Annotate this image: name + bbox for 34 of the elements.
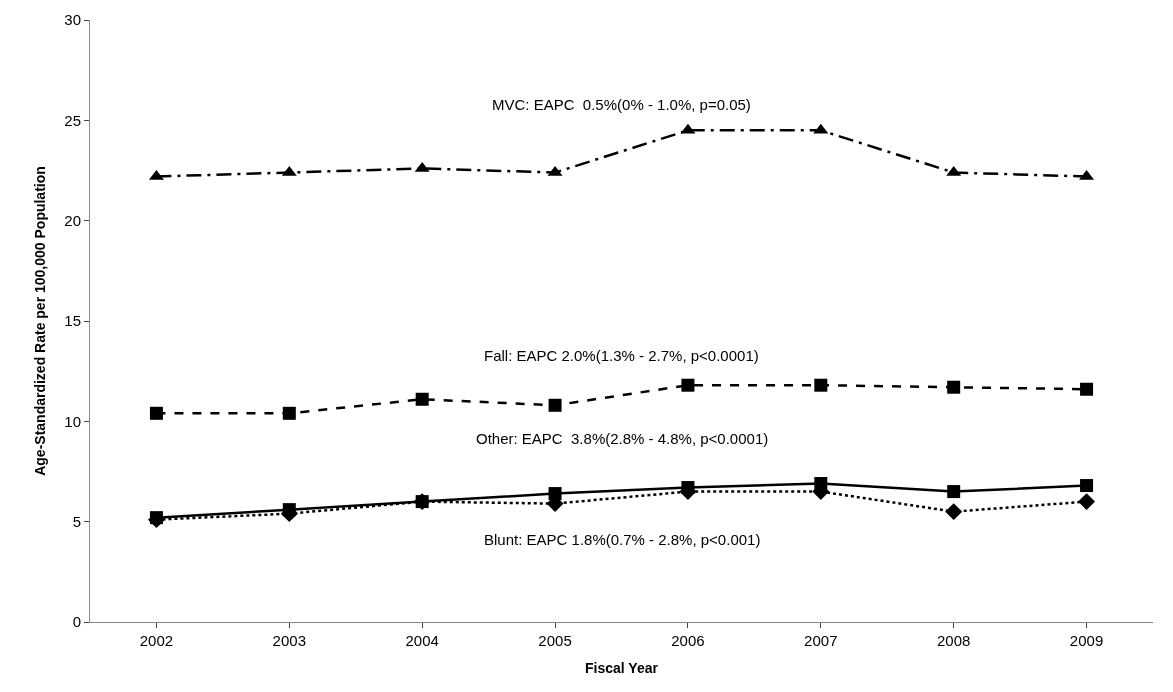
point (681, 378, 695, 392)
annotation: Other: EAPC 3.8%(2.8% - 4.8%, p<0.0001) (476, 430, 769, 447)
point (548, 398, 562, 412)
x-tick-label: 2004 (405, 632, 439, 649)
point (282, 406, 296, 420)
y-tick-label: 15 (64, 312, 81, 330)
point (947, 485, 961, 499)
y-axis-title: Age-Standardized Rate per 100,000 Population (31, 166, 48, 476)
x-tick-label: 2003 (272, 632, 306, 649)
point (1078, 493, 1096, 511)
annotation: Blunt: EAPC 1.8%(0.7% - 2.8%, p<0.001) (484, 531, 761, 548)
point (947, 380, 961, 394)
x-tick-label: 2007 (804, 632, 838, 649)
y-tick-label: 20 (64, 211, 81, 229)
point (415, 392, 429, 406)
annotation: MVC: EAPC 0.5%(0% - 1.0%, p=0.05) (492, 96, 751, 113)
x-tick-label: 2009 (1069, 632, 1104, 649)
x-tick-label: 2005 (538, 632, 572, 649)
x-tick-label: 2006 (671, 632, 705, 649)
y-tick-label: 10 (64, 412, 81, 430)
x-tick-label: 2008 (937, 632, 971, 649)
x-tick-label: 2002 (139, 632, 174, 649)
point (149, 406, 163, 420)
y-tick-label: 0 (72, 613, 81, 631)
point (1080, 382, 1094, 396)
y-tick-label: 25 (64, 111, 81, 129)
y-tick-label: 30 (64, 11, 81, 29)
y-tick-label: 5 (72, 512, 81, 530)
point (147, 511, 165, 529)
x-axis-title: Fiscal Year (585, 660, 659, 677)
point (814, 378, 828, 392)
point (945, 503, 963, 521)
point (1080, 479, 1094, 493)
annotation: Fall: EAPC 2.0%(1.3% - 2.7%, p<0.0001) (484, 347, 759, 364)
